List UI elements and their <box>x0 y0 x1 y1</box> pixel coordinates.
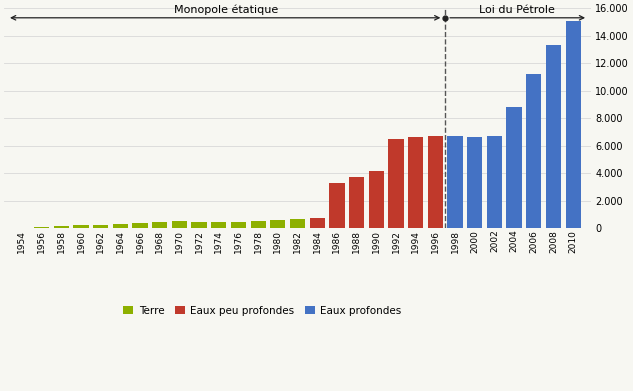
Legend: Terre, Eaux peu profondes, Eaux profondes: Terre, Eaux peu profondes, Eaux profonde… <box>119 301 406 320</box>
Bar <box>172 221 187 228</box>
Bar <box>132 223 147 228</box>
Bar <box>54 226 69 228</box>
Text: Monopole étatique: Monopole étatique <box>174 5 279 15</box>
Bar <box>526 74 541 228</box>
Bar <box>329 183 344 228</box>
Bar <box>113 224 128 228</box>
Bar <box>211 222 227 228</box>
Bar <box>270 220 285 228</box>
Bar <box>487 136 502 228</box>
Bar <box>73 225 89 228</box>
Bar <box>428 136 443 228</box>
Bar <box>408 138 423 228</box>
Bar <box>251 221 266 228</box>
Bar <box>152 222 167 228</box>
Bar <box>565 21 581 228</box>
Bar <box>467 138 482 228</box>
Bar <box>448 136 463 228</box>
Bar <box>34 227 49 228</box>
Bar <box>506 107 522 228</box>
Bar <box>546 45 561 228</box>
Bar <box>93 225 108 228</box>
Bar <box>368 170 384 228</box>
Bar <box>191 222 207 228</box>
Bar <box>349 178 364 228</box>
Text: Loi du Pétrole: Loi du Pétrole <box>479 5 555 15</box>
Bar <box>389 139 404 228</box>
Bar <box>231 222 246 228</box>
Bar <box>290 219 305 228</box>
Bar <box>310 218 325 228</box>
